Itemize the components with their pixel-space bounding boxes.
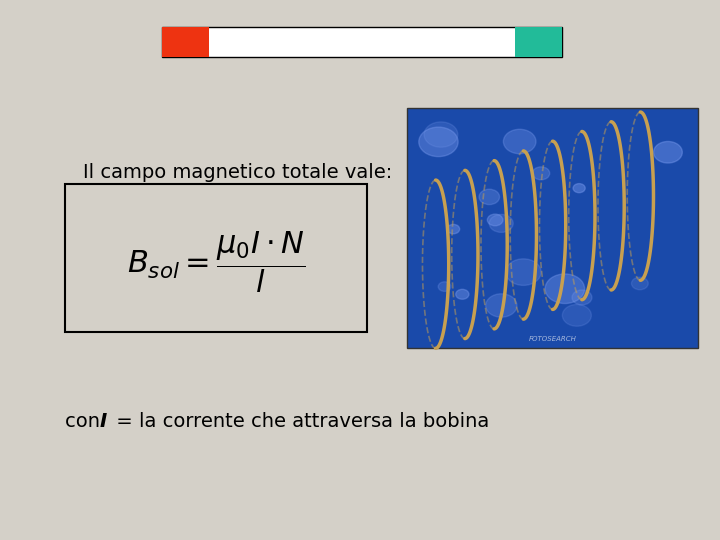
Bar xyxy=(65,184,367,332)
Circle shape xyxy=(490,214,513,232)
Circle shape xyxy=(631,277,648,290)
Text: FOTOSEARCH: FOTOSEARCH xyxy=(528,336,577,342)
Text: con: con xyxy=(65,411,106,431)
Circle shape xyxy=(532,167,549,180)
Circle shape xyxy=(503,129,536,154)
Circle shape xyxy=(654,141,683,163)
Text: $\mathit{B}_{sol} = \dfrac{\mu_0 \mathit{I} \cdot \mathit{N}}{l}$: $\mathit{B}_{sol} = \dfrac{\mu_0 \mathit… xyxy=(127,229,305,295)
Circle shape xyxy=(505,259,541,285)
Circle shape xyxy=(424,122,458,147)
Circle shape xyxy=(447,225,459,234)
Text: I: I xyxy=(99,411,107,431)
Bar xyxy=(515,27,562,57)
Circle shape xyxy=(545,274,585,303)
Circle shape xyxy=(572,290,592,305)
Text: Il campo magnetico totale vale:: Il campo magnetico totale vale: xyxy=(83,163,392,183)
Bar xyxy=(162,27,562,57)
Circle shape xyxy=(438,282,451,292)
Bar xyxy=(407,108,698,348)
Circle shape xyxy=(456,289,469,299)
Circle shape xyxy=(419,127,458,157)
Circle shape xyxy=(486,294,517,317)
Text: = la corrente che attraversa la bobina: = la corrente che attraversa la bobina xyxy=(110,411,490,431)
Circle shape xyxy=(562,305,591,326)
Circle shape xyxy=(487,214,503,226)
Circle shape xyxy=(573,184,585,193)
Bar xyxy=(162,27,209,57)
Circle shape xyxy=(479,189,500,205)
